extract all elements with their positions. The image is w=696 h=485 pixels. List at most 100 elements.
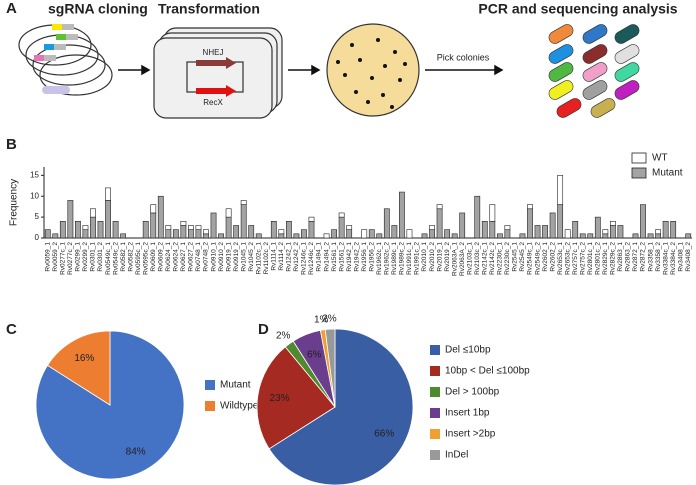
bar-segment: [323, 233, 330, 239]
bar-segment: [120, 233, 127, 239]
slice-label: 2%: [276, 330, 291, 341]
bar-segment: [255, 233, 262, 239]
bar-segment: [90, 216, 96, 239]
bar-segment: [391, 225, 398, 239]
bar-segment: [105, 187, 111, 201]
bar-segment: [436, 204, 443, 210]
bar-segment: [579, 233, 586, 239]
plasmids: [18, 24, 113, 96]
x-tick-label: Rv0299_1: [75, 242, 82, 272]
petri-dish: [326, 23, 420, 117]
bar-segment: [97, 220, 104, 239]
x-tick-label: Rv0299_2: [82, 242, 89, 272]
legend-swatch: [430, 345, 440, 355]
step-title: PCR and sequencing analysis: [478, 1, 677, 17]
bar-segment: [564, 229, 571, 239]
bar-segment: [218, 233, 224, 239]
bar-segment: [67, 200, 74, 239]
bar-segment: [549, 212, 556, 239]
legend-label: InDel: [445, 450, 468, 461]
bar-segment: [632, 233, 639, 239]
bar-segment: [346, 225, 353, 230]
bar-segment: [270, 220, 277, 239]
bar-segment: [195, 225, 202, 230]
x-tick-label: Rv0624_1: [165, 242, 172, 272]
bar-segment: [112, 220, 119, 239]
x-tick-label: Rv2230c_2: [504, 242, 511, 275]
x-tick-label: Rv0627_2: [188, 242, 195, 272]
x-tick-label: Rv0624_2: [173, 242, 180, 272]
x-tick-label: Rv2545_2: [519, 242, 526, 272]
step-title: sgRNA cloning: [48, 1, 148, 17]
bar-segment: [399, 191, 405, 239]
x-tick-label: Rv1962c_1: [376, 242, 383, 275]
bar-segment: [188, 229, 194, 239]
x-tick-label: Rv0059_2: [52, 242, 59, 272]
legend-swatch: [205, 401, 215, 411]
x-tick-label: Rv2010_1: [421, 242, 428, 272]
slice-label: 2%: [322, 314, 337, 325]
bar-segment: [474, 195, 481, 239]
bar-segment: [338, 212, 345, 218]
x-tick-label: Rv1102c_2: [263, 242, 270, 275]
x-tick-label: Rv0910_1: [210, 242, 217, 272]
x-tick-label: Rv2801c_1: [587, 242, 594, 275]
slice-label: 66%: [374, 429, 394, 440]
x-tick-label: Rv0582_2: [127, 242, 134, 272]
bar-segment: [82, 229, 89, 239]
bar-segment: [662, 220, 669, 239]
x-tick-label: Rv0919_2: [233, 242, 240, 272]
bar-segment: [361, 229, 368, 239]
x-tick-label: Rv2103c_2: [474, 242, 481, 275]
x-tick-label: Rv1962c_2: [384, 242, 391, 275]
legend-label: Insert 1bp: [445, 408, 490, 419]
bar-segment: [346, 229, 353, 239]
x-tick-label: Rv3358_1: [647, 242, 654, 272]
bar-segment: [542, 225, 548, 239]
bar-segment: [429, 229, 435, 239]
x-tick-label: Rv2863_2: [625, 242, 632, 272]
bar-segment: [233, 225, 240, 239]
bar-segment: [331, 229, 337, 239]
bar-segment: [376, 233, 383, 239]
bar-segment: [383, 208, 390, 239]
slice-label: 84%: [126, 446, 146, 457]
bar-segment: [655, 233, 661, 239]
x-tick-label: Rv1989c_2: [399, 242, 406, 275]
slice-label: 23%: [270, 393, 290, 404]
x-tick-label: Rv2142c_2: [489, 242, 496, 275]
x-tick-label: Rv2757c_2: [579, 242, 586, 275]
bar-segment: [105, 200, 111, 239]
bar-segment: [534, 225, 541, 239]
legend-label: Mutant: [220, 380, 251, 391]
x-tick-label: Rv0595c_2: [142, 242, 149, 275]
legend-swatch: [430, 366, 440, 376]
bar-segment: [527, 204, 533, 210]
bar-segment: [602, 233, 609, 239]
bar-segment: [210, 212, 217, 239]
bar-segment: [436, 208, 443, 239]
bar-segment: [519, 233, 526, 239]
bar-segment: [82, 225, 89, 230]
x-tick-label: Rv1246c_1: [301, 242, 308, 275]
x-tick-label: Rv2872_2: [640, 242, 647, 272]
bar-segment: [308, 216, 315, 222]
bar-segment: [640, 204, 646, 239]
x-tick-label: Rv3384c_1: [662, 242, 669, 275]
bar-segment: [557, 204, 564, 239]
x-tick-label: Rv2863_1: [617, 242, 624, 272]
legend-swatch: [205, 380, 215, 390]
bar-segment: [301, 229, 307, 239]
step-label: Pick colonies: [437, 52, 490, 62]
x-tick-label: Rv2010_2: [429, 242, 436, 272]
x-tick-label: Rv0549c_2: [112, 242, 119, 275]
arrows: [118, 64, 504, 76]
bar-segment: [240, 200, 247, 205]
x-tick-label: Rv3408_1: [677, 242, 684, 272]
y-tick-label: 15: [30, 170, 39, 179]
bar-segment: [572, 220, 579, 239]
legend-label: Mutant: [652, 168, 683, 179]
bar-segment: [278, 233, 285, 239]
x-tick-label: Rv2549c_2: [534, 242, 541, 275]
x-tick-label: Rv2872_1: [632, 242, 639, 272]
